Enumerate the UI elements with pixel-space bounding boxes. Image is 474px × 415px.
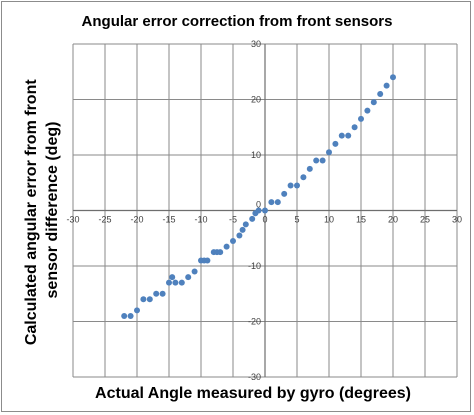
data-point: [153, 290, 160, 297]
data-point: [166, 279, 172, 286]
data-point: [134, 307, 140, 314]
data-point: [383, 82, 390, 89]
data-point: [178, 279, 185, 286]
x-tick-label: -15: [162, 215, 175, 225]
data-point: [172, 279, 179, 286]
data-point: [370, 99, 377, 106]
x-axis-label: Actual Angle measured by gyro (degrees): [95, 385, 411, 402]
data-point: [364, 107, 371, 114]
y-tick-label: 20: [251, 95, 261, 105]
data-point: [281, 190, 288, 197]
y-tick-label: 0: [256, 200, 261, 210]
x-tick-label: 25: [420, 215, 430, 225]
x-tick-label: 10: [324, 215, 334, 225]
y-axis-label: Calculated angular error from front sens…: [23, 75, 61, 345]
x-tick-labels: -30 -25 -20 -15 -10 -5 0 5 10 15 20 25 30: [66, 215, 462, 225]
y-tick-labels: -30 -20 -10 10 20 30 0: [248, 39, 261, 382]
data-point: [358, 115, 364, 122]
data-point: [169, 274, 176, 281]
data-point: [146, 296, 153, 303]
x-tick-label: 20: [388, 215, 398, 225]
data-point: [140, 296, 147, 303]
y-tick-label: 30: [251, 39, 261, 49]
data-points: [121, 74, 396, 319]
data-point: [345, 132, 352, 139]
data-point: [287, 182, 294, 189]
data-point: [127, 312, 134, 319]
data-point: [306, 165, 313, 172]
x-tick-label: -30: [66, 215, 79, 225]
data-point: [332, 140, 339, 147]
data-point: [319, 157, 326, 164]
data-point: [274, 199, 281, 206]
x-tick-label: 5: [294, 215, 299, 225]
x-tick-label: -10: [194, 215, 207, 225]
data-point: [204, 257, 211, 264]
y-tick-label: 10: [251, 150, 261, 160]
y-tick-label: -10: [248, 261, 261, 271]
data-point: [242, 221, 249, 228]
data-point: [185, 274, 192, 281]
data-point: [377, 90, 384, 97]
x-tick-label: 0: [262, 215, 267, 225]
data-point: [217, 249, 224, 256]
y-axis-label-line-1: Calculated angular error from front: [23, 79, 40, 345]
data-point: [191, 268, 198, 275]
data-point: [313, 157, 320, 164]
y-axis-label-line-2: sensor difference (deg): [44, 122, 61, 299]
data-point: [326, 149, 332, 156]
data-point: [262, 207, 268, 214]
x-tick-label: -20: [130, 215, 143, 225]
data-point: [338, 132, 345, 139]
x-tick-label: -25: [98, 215, 111, 225]
chart-title: Angular error correction from front sens…: [82, 13, 393, 30]
data-point: [239, 226, 246, 233]
x-tick-label: 30: [452, 215, 462, 225]
data-point: [121, 312, 128, 319]
data-point: [294, 182, 300, 189]
data-point: [351, 124, 358, 131]
data-point: [159, 290, 166, 297]
x-tick-label: 15: [356, 215, 366, 225]
data-point: [230, 238, 236, 245]
x-tick-label: -5: [229, 215, 237, 225]
data-point: [390, 74, 396, 81]
data-point: [236, 232, 243, 239]
data-point: [268, 199, 275, 206]
data-point: [255, 207, 262, 214]
data-point: [249, 215, 256, 222]
y-tick-label: -20: [248, 317, 261, 327]
data-point: [223, 243, 230, 250]
data-point: [300, 174, 307, 181]
y-tick-label: -30: [248, 372, 261, 382]
